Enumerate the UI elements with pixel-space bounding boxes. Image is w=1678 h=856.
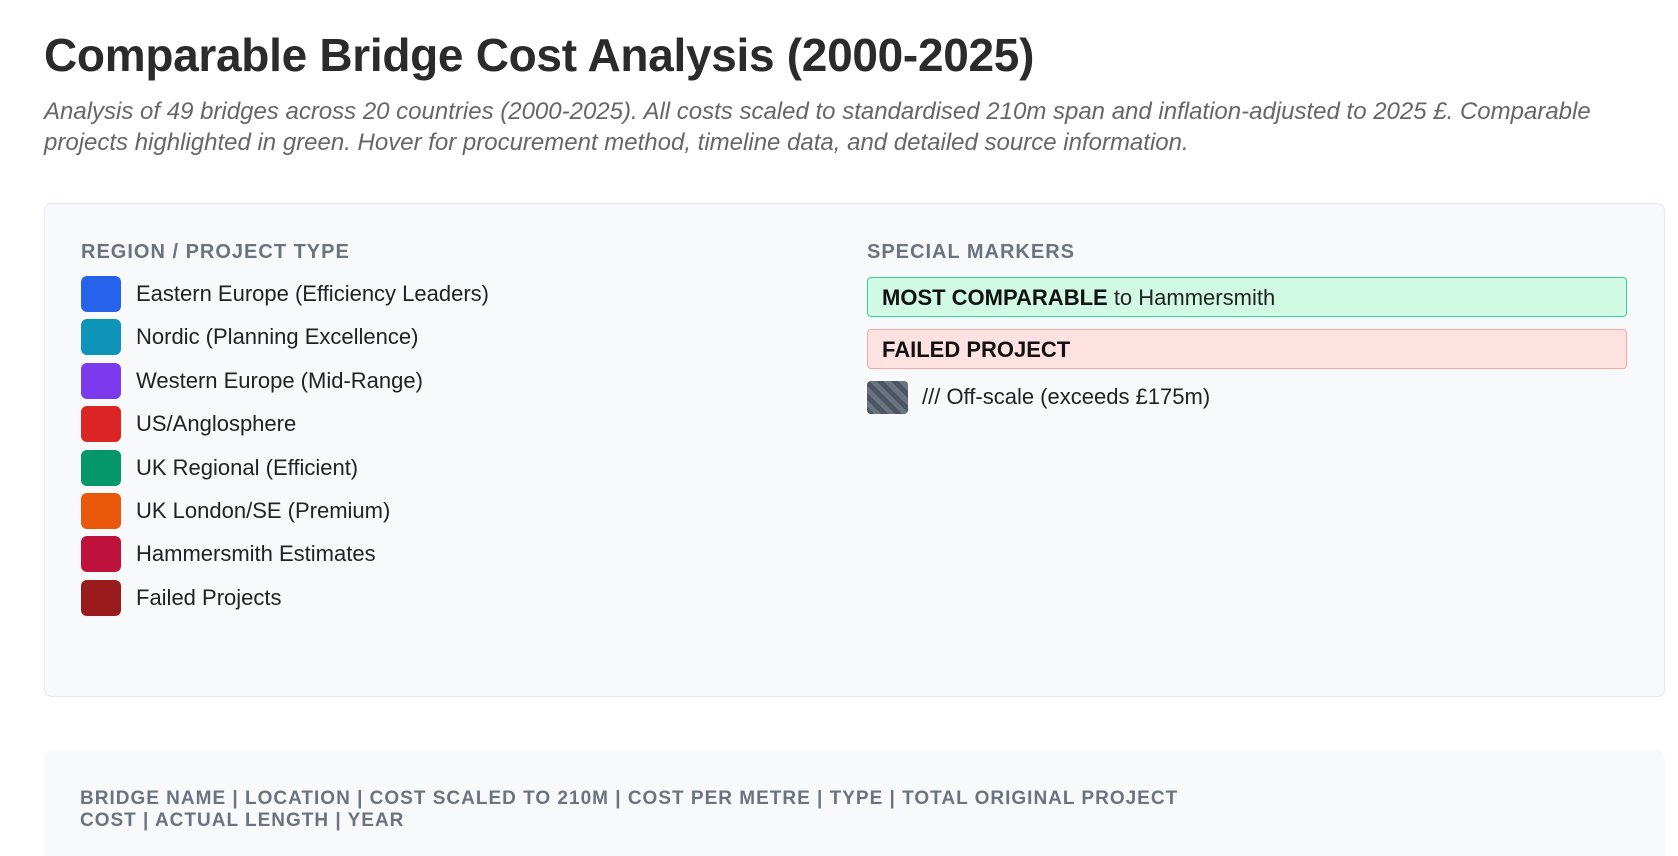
legend-item-label: Failed Projects bbox=[136, 585, 282, 610]
legend-item-hammersmith: Hammersmith Estimates bbox=[81, 536, 781, 572]
legend-item-label: Western Europe (Mid-Range) bbox=[136, 368, 423, 393]
nordic-swatch bbox=[81, 319, 121, 355]
table-header: BRIDGE NAME | LOCATION | COST SCALED TO … bbox=[80, 788, 1179, 831]
legend-item-us-anglosphere: US/Anglosphere bbox=[81, 406, 781, 442]
most-comparable-label: MOST COMPARABLE bbox=[882, 285, 1108, 310]
legend-item-label: Hammersmith Estimates bbox=[136, 541, 376, 566]
us-anglosphere-swatch bbox=[81, 406, 121, 442]
legend-item-label: Eastern Europe (Efficiency Leaders) bbox=[136, 281, 489, 306]
legend-item-label: UK Regional (Efficient) bbox=[136, 455, 359, 480]
legend-item-nordic: Nordic (Planning Excellence) bbox=[81, 319, 781, 355]
uk-london-swatch bbox=[81, 493, 121, 529]
offscale-label: /// Off-scale (exceeds £175m) bbox=[922, 384, 1211, 409]
page-subtitle: Analysis of 49 bridges across 20 countri… bbox=[44, 98, 1591, 156]
legend-item-uk-regional: UK Regional (Efficient) bbox=[81, 450, 781, 486]
special-markers-title: SPECIAL MARKERS bbox=[867, 241, 1075, 263]
failed-projects-swatch bbox=[81, 580, 121, 616]
legend-item-uk-london: UK London/SE (Premium) bbox=[81, 493, 781, 529]
hammersmith-swatch bbox=[81, 536, 121, 572]
page-title: Comparable Bridge Cost Analysis (2000-20… bbox=[44, 29, 1035, 81]
legend-item-eastern-europe: Eastern Europe (Efficiency Leaders) bbox=[81, 276, 781, 312]
legend-item-western-europe: Western Europe (Mid-Range) bbox=[81, 363, 781, 399]
most-comparable-marker: MOST COMPARABLE to Hammersmith bbox=[867, 277, 1627, 317]
region-legend-title: REGION / PROJECT TYPE bbox=[81, 241, 350, 263]
eastern-europe-swatch bbox=[81, 276, 121, 312]
offscale-hatch-swatch bbox=[867, 381, 908, 414]
legend-item-label: Nordic (Planning Excellence) bbox=[136, 324, 419, 349]
legend-item-label: US/Anglosphere bbox=[136, 411, 297, 436]
failed-project-label: FAILED PROJECT bbox=[882, 337, 1071, 362]
uk-regional-swatch bbox=[81, 450, 121, 486]
western-europe-swatch bbox=[81, 363, 121, 399]
legend-item-label: UK London/SE (Premium) bbox=[136, 498, 391, 523]
most-comparable-suffix: to Hammersmith bbox=[1107, 285, 1276, 310]
legend-panel: REGION / PROJECT TYPE Eastern Europe (Ef… bbox=[44, 203, 1665, 697]
legend-item-failed: Failed Projects bbox=[81, 580, 781, 616]
failed-project-marker: FAILED PROJECT bbox=[867, 329, 1627, 369]
bridge-table: BRIDGE NAME | LOCATION | COST SCALED TO … bbox=[44, 750, 1665, 856]
